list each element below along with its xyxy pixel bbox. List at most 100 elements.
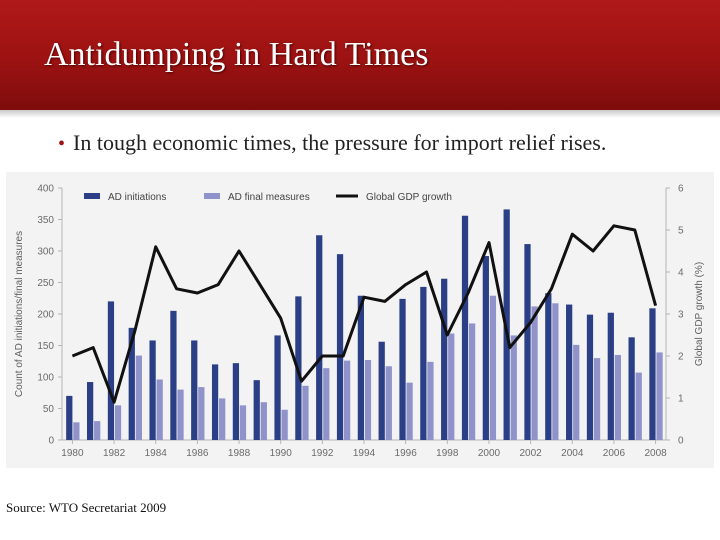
y-left-axis-title: Count of AD initiations/final measures xyxy=(14,231,25,397)
bar-ad-initiations xyxy=(66,395,73,440)
bar-ad-final-measures xyxy=(198,387,205,440)
bullet-item: • In tough economic times, the pressure f… xyxy=(58,130,606,156)
bar-ad-initiations xyxy=(316,235,323,440)
bar-ad-initiations xyxy=(378,341,385,440)
bar-ad-initiations xyxy=(461,215,469,440)
x-tick-label: 2008 xyxy=(644,448,667,459)
bar-ad-final-measures xyxy=(593,358,601,440)
bar-ad-final-measures xyxy=(573,344,580,440)
bar-ad-final-measures xyxy=(614,354,622,440)
y-left-tick-label: 350 xyxy=(37,215,54,226)
bar-ad-initiations xyxy=(274,335,281,440)
x-tick-label: 1984 xyxy=(145,448,168,459)
bar-ad-final-measures xyxy=(135,355,142,440)
x-tick-label: 2000 xyxy=(478,448,501,459)
y-right-tick-label: 3 xyxy=(678,310,684,321)
bar-ad-initiations xyxy=(232,363,240,440)
y-right-tick-label: 1 xyxy=(678,394,684,405)
source-note: Source: WTO Secretariat 2009 xyxy=(6,500,167,515)
bar-ad-final-measures xyxy=(656,352,663,440)
bar-ad-final-measures xyxy=(510,335,517,440)
bar-ad-final-measures xyxy=(114,405,122,440)
bar-ad-final-measures xyxy=(94,421,101,440)
bar-ad-initiations xyxy=(482,256,489,440)
x-tick-label: 1994 xyxy=(353,448,376,459)
legend-label-global-gdp-growth: Global GDP growth xyxy=(366,192,452,203)
x-tick-label: 1980 xyxy=(61,448,84,459)
bar-ad-final-measures xyxy=(448,333,455,440)
ad-gdp-chart: 0 50 100 150 200 250 300 350 400 0 1 2 3 4 5 6 1980 1982 1… xyxy=(14,184,705,460)
y-left-tick-label: 250 xyxy=(37,278,54,289)
bar-ad-initiations xyxy=(107,301,115,440)
x-tick-label: 2006 xyxy=(603,448,626,459)
bar-ad-initiations xyxy=(191,340,198,440)
bar-ad-initiations xyxy=(399,298,406,440)
bar-ad-initiations xyxy=(649,308,656,440)
y-left-tick-label: 300 xyxy=(37,247,54,258)
legend-label-ad-final-measures: AD final measures xyxy=(228,192,310,203)
bar-ad-initiations xyxy=(253,380,260,440)
legend-label-ad-initiations: AD initiations xyxy=(108,192,166,203)
bar-ad-final-measures xyxy=(219,398,226,440)
legend-swatch-ad-initiations xyxy=(84,193,100,199)
bar-ad-initiations xyxy=(86,382,94,440)
bar-ad-initiations xyxy=(524,244,531,440)
x-tick-label: 1990 xyxy=(270,448,293,459)
bar-ad-final-measures xyxy=(406,382,413,440)
y-left-tick-label: 50 xyxy=(43,404,55,415)
bar-ad-final-measures xyxy=(427,361,434,440)
y-right-tick-label: 2 xyxy=(678,352,684,363)
x-tick-label: 1996 xyxy=(395,448,418,459)
y-left-tick-label: 200 xyxy=(37,310,54,321)
bar-ad-initiations xyxy=(149,340,156,440)
bar-ad-initiations xyxy=(170,310,177,440)
bar-ad-initiations xyxy=(628,337,635,440)
banner-shadow xyxy=(0,110,720,118)
x-tick-label: 1986 xyxy=(186,448,209,459)
bar-ad-initiations xyxy=(336,254,344,440)
y-right-tick-label: 4 xyxy=(678,268,684,279)
bar-ad-final-measures xyxy=(385,366,392,440)
bar-ad-final-measures xyxy=(73,422,80,440)
x-tick-label: 1982 xyxy=(103,448,126,459)
bar-ad-final-measures xyxy=(635,372,642,440)
bar-ad-final-measures xyxy=(177,389,184,440)
y-right-tick-label: 0 xyxy=(678,436,684,447)
y-right-tick-label: 5 xyxy=(678,226,684,237)
bullet-text: In tough economic times, the pressure fo… xyxy=(73,130,607,155)
y-left-tick-label: 100 xyxy=(37,373,54,384)
bar-ad-initiations xyxy=(211,364,219,440)
bar-ad-final-measures xyxy=(552,303,559,440)
bar-ad-initiations xyxy=(441,278,448,440)
chart-area: 0 50 100 150 200 250 300 350 400 0 1 2 3 4 5 6 1980 1982 1… xyxy=(6,172,714,468)
bar-ad-initiations xyxy=(566,304,573,440)
bar-ad-final-measures xyxy=(344,360,351,440)
x-tick-label: 1988 xyxy=(228,448,251,459)
x-tick-label: 1998 xyxy=(436,448,459,459)
bar-ad-final-measures xyxy=(364,359,372,440)
y-left-tick-label: 150 xyxy=(37,341,54,352)
x-tick-label: 2004 xyxy=(561,448,584,459)
slide-title: Antidumping in Hard Times xyxy=(44,36,429,73)
bar-ad-initiations xyxy=(607,312,614,440)
x-tick-label: 1992 xyxy=(311,448,334,459)
y-left-tick-label: 0 xyxy=(48,436,54,447)
title-banner xyxy=(0,0,720,110)
y-right-axis-title: Global GDP growth (%) xyxy=(694,262,705,366)
bar-ad-final-measures xyxy=(260,402,267,440)
bullet-icon: • xyxy=(58,133,66,155)
bar-ad-final-measures xyxy=(489,295,497,440)
bar-ad-final-measures xyxy=(281,409,288,440)
bar-ad-initiations xyxy=(545,293,552,440)
bar-ad-final-measures xyxy=(302,385,309,440)
bar-ad-final-measures xyxy=(323,368,330,440)
line-global-gdp-growth xyxy=(71,224,658,404)
bar-ad-initiations xyxy=(128,327,135,440)
bar-ad-final-measures xyxy=(156,379,163,440)
bar-ad-initiations xyxy=(357,295,364,440)
bar-ad-final-measures xyxy=(468,323,476,440)
bar-ad-initiations xyxy=(420,286,427,440)
y-right-tick-label: 6 xyxy=(678,184,684,195)
legend-swatch-ad-final-measures xyxy=(204,193,220,199)
bar-ad-final-measures xyxy=(239,405,247,440)
